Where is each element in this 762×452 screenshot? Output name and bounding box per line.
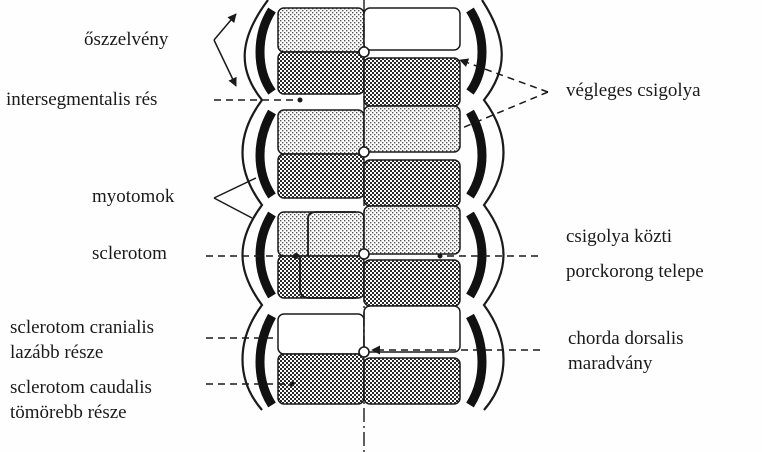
myotome-right-1 xyxy=(466,7,487,95)
outer-contour-right xyxy=(481,0,505,411)
outer-contour-left xyxy=(241,0,269,411)
myotome-left-3 xyxy=(255,211,276,299)
right-segments xyxy=(363,7,461,405)
myotome-left-4 xyxy=(255,313,276,408)
label-caudalis-1: sclerotom caudalis xyxy=(10,377,152,398)
label-porckorong-1: csigolya közti xyxy=(566,226,673,247)
label-porckorong-2: porckorong telepe xyxy=(566,261,704,282)
label-chorda-1: chorda dorsalis xyxy=(568,328,684,349)
left-segments xyxy=(277,7,365,405)
label-intersegmentalis: intersegmentalis rés xyxy=(6,89,158,110)
myotome-right-2 xyxy=(466,109,487,199)
label-osszelveny: őszzelvény xyxy=(84,29,169,50)
label-cranialis-1: sclerotom cranialis xyxy=(10,317,155,338)
label-cranialis-2: lazább része xyxy=(10,342,104,363)
myotome-left-1 xyxy=(255,7,276,95)
myotome-right-3 xyxy=(466,211,487,299)
label-sclerotom: sclerotom xyxy=(92,243,167,264)
myotome-right-4 xyxy=(466,313,487,408)
sclerotom-outline xyxy=(299,211,356,299)
marker-dots xyxy=(289,97,443,387)
leader-lines-left xyxy=(206,13,298,385)
leader-lines-right xyxy=(371,58,549,355)
myotome-left-2 xyxy=(255,109,276,199)
label-myotomok: myotomok xyxy=(92,186,175,207)
label-vegleges: végleges csigolya xyxy=(566,80,701,101)
notochord-nodes xyxy=(358,46,370,358)
label-caudalis-2: tömörebb része xyxy=(10,402,127,423)
label-chorda-2: maradvány xyxy=(568,353,653,374)
